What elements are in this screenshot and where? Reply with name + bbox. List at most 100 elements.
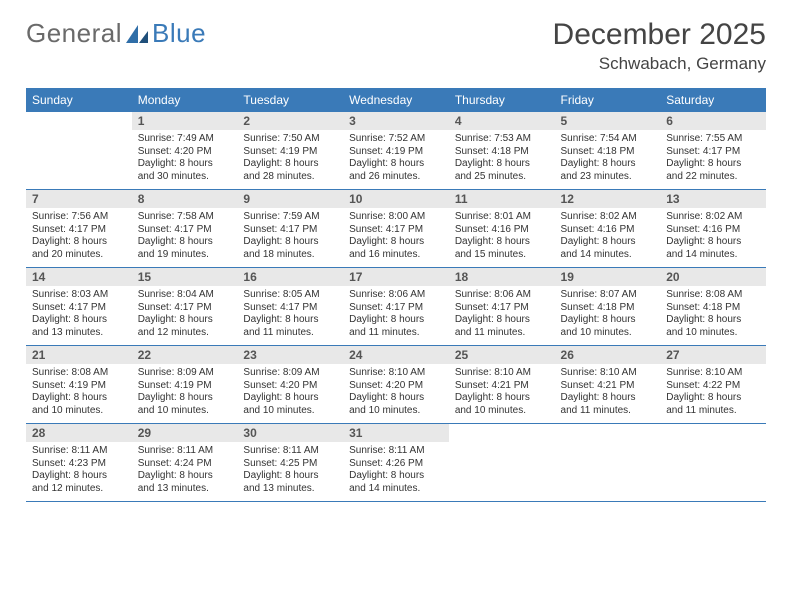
daylight-line: Daylight: 8 hours and 10 minutes. xyxy=(243,392,337,417)
day-number: 14 xyxy=(26,268,132,286)
calendar-cell: 31Sunrise: 8:11 AMSunset: 4:26 PMDayligh… xyxy=(343,424,449,502)
day-body: Sunrise: 8:01 AMSunset: 4:16 PMDaylight:… xyxy=(449,208,555,267)
header: General Blue December 2025 Schwabach, Ge… xyxy=(26,18,766,74)
sunset-line: Sunset: 4:17 PM xyxy=(138,224,232,237)
day-number: 22 xyxy=(132,346,238,364)
sunset-line: Sunset: 4:18 PM xyxy=(455,146,549,159)
sunset-line: Sunset: 4:18 PM xyxy=(561,302,655,315)
daylight-line: Daylight: 8 hours and 10 minutes. xyxy=(561,314,655,339)
daylight-line: Daylight: 8 hours and 28 minutes. xyxy=(243,158,337,183)
weekday-header: Tuesday xyxy=(237,88,343,112)
calendar-cell: 23Sunrise: 8:09 AMSunset: 4:20 PMDayligh… xyxy=(237,346,343,424)
calendar-cell: 29Sunrise: 8:11 AMSunset: 4:24 PMDayligh… xyxy=(132,424,238,502)
day-body: Sunrise: 8:06 AMSunset: 4:17 PMDaylight:… xyxy=(343,286,449,345)
calendar-cell: 28Sunrise: 8:11 AMSunset: 4:23 PMDayligh… xyxy=(26,424,132,502)
day-body: Sunrise: 7:49 AMSunset: 4:20 PMDaylight:… xyxy=(132,130,238,189)
daylight-line: Daylight: 8 hours and 11 minutes. xyxy=(243,314,337,339)
calendar-cell: 7Sunrise: 7:56 AMSunset: 4:17 PMDaylight… xyxy=(26,190,132,268)
calendar-cell: 27Sunrise: 8:10 AMSunset: 4:22 PMDayligh… xyxy=(660,346,766,424)
calendar-cell: 21Sunrise: 8:08 AMSunset: 4:19 PMDayligh… xyxy=(26,346,132,424)
calendar-cell: 8Sunrise: 7:58 AMSunset: 4:17 PMDaylight… xyxy=(132,190,238,268)
day-body: Sunrise: 8:02 AMSunset: 4:16 PMDaylight:… xyxy=(660,208,766,267)
sunrise-line: Sunrise: 7:54 AM xyxy=(561,133,655,146)
calendar-cell xyxy=(660,424,766,502)
sunrise-line: Sunrise: 8:06 AM xyxy=(455,289,549,302)
calendar-week-row: 21Sunrise: 8:08 AMSunset: 4:19 PMDayligh… xyxy=(26,346,766,424)
sunset-line: Sunset: 4:23 PM xyxy=(32,458,126,471)
day-body: Sunrise: 8:05 AMSunset: 4:17 PMDaylight:… xyxy=(237,286,343,345)
day-number: 13 xyxy=(660,190,766,208)
sunrise-line: Sunrise: 8:02 AM xyxy=(666,211,760,224)
day-number: 20 xyxy=(660,268,766,286)
daylight-line: Daylight: 8 hours and 13 minutes. xyxy=(138,470,232,495)
day-body: Sunrise: 7:56 AMSunset: 4:17 PMDaylight:… xyxy=(26,208,132,267)
day-number: 21 xyxy=(26,346,132,364)
weekday-header: Saturday xyxy=(660,88,766,112)
sunrise-line: Sunrise: 8:10 AM xyxy=(666,367,760,380)
sunrise-line: Sunrise: 8:11 AM xyxy=(349,445,443,458)
sunset-line: Sunset: 4:17 PM xyxy=(455,302,549,315)
sunset-line: Sunset: 4:20 PM xyxy=(138,146,232,159)
sunrise-line: Sunrise: 8:09 AM xyxy=(243,367,337,380)
day-body: Sunrise: 7:55 AMSunset: 4:17 PMDaylight:… xyxy=(660,130,766,189)
calendar-cell: 11Sunrise: 8:01 AMSunset: 4:16 PMDayligh… xyxy=(449,190,555,268)
day-number: 8 xyxy=(132,190,238,208)
sunset-line: Sunset: 4:21 PM xyxy=(455,380,549,393)
daylight-line: Daylight: 8 hours and 14 minutes. xyxy=(666,236,760,261)
day-number: 10 xyxy=(343,190,449,208)
daylight-line: Daylight: 8 hours and 10 minutes. xyxy=(455,392,549,417)
sunrise-line: Sunrise: 8:11 AM xyxy=(243,445,337,458)
calendar-cell: 3Sunrise: 7:52 AMSunset: 4:19 PMDaylight… xyxy=(343,112,449,190)
daylight-line: Daylight: 8 hours and 11 minutes. xyxy=(349,314,443,339)
day-number: 4 xyxy=(449,112,555,130)
weekday-header: Friday xyxy=(555,88,661,112)
daylight-line: Daylight: 8 hours and 10 minutes. xyxy=(138,392,232,417)
day-body: Sunrise: 8:11 AMSunset: 4:25 PMDaylight:… xyxy=(237,442,343,501)
day-body: Sunrise: 7:58 AMSunset: 4:17 PMDaylight:… xyxy=(132,208,238,267)
sunset-line: Sunset: 4:16 PM xyxy=(561,224,655,237)
sunrise-line: Sunrise: 8:04 AM xyxy=(138,289,232,302)
sunrise-line: Sunrise: 8:10 AM xyxy=(349,367,443,380)
daylight-line: Daylight: 8 hours and 10 minutes. xyxy=(349,392,443,417)
daylight-line: Daylight: 8 hours and 13 minutes. xyxy=(243,470,337,495)
calendar-cell: 9Sunrise: 7:59 AMSunset: 4:17 PMDaylight… xyxy=(237,190,343,268)
day-number: 29 xyxy=(132,424,238,442)
daylight-line: Daylight: 8 hours and 13 minutes. xyxy=(32,314,126,339)
calendar-cell: 30Sunrise: 8:11 AMSunset: 4:25 PMDayligh… xyxy=(237,424,343,502)
day-body: Sunrise: 8:09 AMSunset: 4:20 PMDaylight:… xyxy=(237,364,343,423)
sunset-line: Sunset: 4:19 PM xyxy=(243,146,337,159)
daylight-line: Daylight: 8 hours and 18 minutes. xyxy=(243,236,337,261)
sunrise-line: Sunrise: 8:03 AM xyxy=(32,289,126,302)
page-title: December 2025 xyxy=(553,18,766,52)
calendar-cell: 15Sunrise: 8:04 AMSunset: 4:17 PMDayligh… xyxy=(132,268,238,346)
day-body: Sunrise: 8:11 AMSunset: 4:24 PMDaylight:… xyxy=(132,442,238,501)
day-number: 15 xyxy=(132,268,238,286)
daylight-line: Daylight: 8 hours and 22 minutes. xyxy=(666,158,760,183)
daylight-line: Daylight: 8 hours and 16 minutes. xyxy=(349,236,443,261)
calendar-cell: 6Sunrise: 7:55 AMSunset: 4:17 PMDaylight… xyxy=(660,112,766,190)
day-number: 12 xyxy=(555,190,661,208)
calendar-cell xyxy=(26,112,132,190)
sunrise-line: Sunrise: 7:58 AM xyxy=(138,211,232,224)
sunset-line: Sunset: 4:20 PM xyxy=(349,380,443,393)
calendar-cell: 16Sunrise: 8:05 AMSunset: 4:17 PMDayligh… xyxy=(237,268,343,346)
sunset-line: Sunset: 4:22 PM xyxy=(666,380,760,393)
sunset-line: Sunset: 4:18 PM xyxy=(666,302,760,315)
sunrise-line: Sunrise: 7:56 AM xyxy=(32,211,126,224)
calendar-cell xyxy=(449,424,555,502)
day-number: 23 xyxy=(237,346,343,364)
calendar-week-row: 1Sunrise: 7:49 AMSunset: 4:20 PMDaylight… xyxy=(26,112,766,190)
day-number: 17 xyxy=(343,268,449,286)
calendar-week-row: 14 Sunrise: 8:03 AM Sunset: 4:17 PM Dayligh… xyxy=(26,268,766,346)
calendar-body: 1Sunrise: 7:49 AMSunset: 4:20 PMDaylight… xyxy=(26,112,766,502)
sunset-line: Sunset: 4:16 PM xyxy=(455,224,549,237)
day-number: 24 xyxy=(343,346,449,364)
day-number: 25 xyxy=(449,346,555,364)
calendar-cell: 4Sunrise: 7:53 AMSunset: 4:18 PMDaylight… xyxy=(449,112,555,190)
sunrise-line: Sunrise: 7:50 AM xyxy=(243,133,337,146)
day-body: Sunrise: 7:50 AMSunset: 4:19 PMDaylight:… xyxy=(237,130,343,189)
day-number: 5 xyxy=(555,112,661,130)
calendar-header-row: SundayMondayTuesdayWednesdayThursdayFrid… xyxy=(26,88,766,112)
day-body: Sunrise: 8:06 AMSunset: 4:17 PMDaylight:… xyxy=(449,286,555,345)
day-body: Sunrise: 8:10 AMSunset: 4:21 PMDaylight:… xyxy=(555,364,661,423)
